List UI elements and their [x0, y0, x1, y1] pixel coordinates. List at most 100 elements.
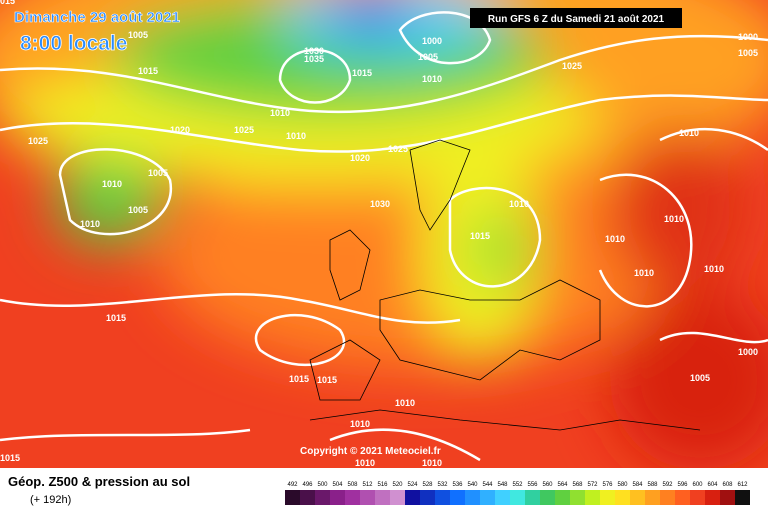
legend-label: 528: [422, 482, 433, 488]
legend-swatch: [630, 490, 645, 505]
legend-label: 584: [632, 482, 643, 488]
legend-label: 556: [527, 482, 538, 488]
legend-label: 560: [542, 482, 553, 488]
isobar-label: 1005: [128, 205, 148, 215]
isobar-label: 1015: [470, 231, 490, 241]
legend-swatch: [450, 490, 465, 505]
isobar-label: 1035: [304, 54, 324, 64]
isobar-label: 1000: [738, 32, 758, 42]
isobar-label: 1030: [304, 46, 324, 56]
isobar-label: 1010: [509, 199, 529, 209]
legend-label: 532: [437, 482, 448, 488]
isobar-label: 1000: [422, 36, 442, 46]
legend-swatch: [555, 490, 570, 505]
legend-label: 504: [332, 482, 343, 488]
legend-swatch: [705, 490, 720, 505]
legend-label: 552: [512, 482, 523, 488]
isobar-label: 1005: [148, 168, 168, 178]
isobar-label: 1020: [350, 153, 370, 163]
legend-label: 536: [452, 482, 463, 488]
isobar-label: 1025: [28, 136, 48, 146]
legend-swatch: [525, 490, 540, 505]
legend-label: 492: [287, 482, 298, 488]
isobar-label: 1010: [634, 268, 654, 278]
legend-label: 568: [572, 482, 583, 488]
copyright: Copyright © 2021 Meteociel.fr: [300, 446, 441, 457]
run-info: Run GFS 6 Z du Samedi 21 août 2021: [488, 14, 665, 25]
legend-label: 592: [662, 482, 673, 488]
legend-swatch: [600, 490, 615, 505]
legend-swatch: [360, 490, 375, 505]
isobar-label: 1010: [422, 458, 442, 468]
map-date: Dimanche 29 août 2021: [14, 9, 180, 26]
legend-swatch: [690, 490, 705, 505]
isobar-label: 1005: [128, 30, 148, 40]
legend-swatch: [615, 490, 630, 505]
legend-swatch: [300, 490, 315, 505]
legend-swatch: [660, 490, 675, 505]
legend-label: 548: [497, 482, 508, 488]
isobar-label: 1005: [690, 373, 710, 383]
isobar-label: 1010: [270, 108, 290, 118]
legend-swatch: [675, 490, 690, 505]
legend-swatch: [510, 490, 525, 505]
footer-title: Géop. Z500 & pression au sol: [8, 474, 190, 489]
legend-swatch: [420, 490, 435, 505]
legend-label: 520: [392, 482, 403, 488]
isobar-label: 1005: [738, 48, 758, 58]
legend-swatch: [345, 490, 360, 505]
legend-label: 508: [347, 482, 358, 488]
isobar-label: 1010: [395, 398, 415, 408]
legend-swatch: [315, 490, 330, 505]
legend-label: 596: [677, 482, 688, 488]
legend-label: 544: [482, 482, 493, 488]
legend-swatch: [435, 490, 450, 505]
map-time: 8:00 locale: [20, 32, 127, 55]
isobar-label: 1020: [170, 125, 190, 135]
field: [0, 0, 768, 468]
run-box: [470, 8, 682, 28]
isobar-label: 1025: [388, 144, 408, 154]
legend-swatch: [585, 490, 600, 505]
legend-label: 612: [737, 482, 748, 488]
legend-swatch: [495, 490, 510, 505]
isobar-label: 1025: [562, 61, 582, 71]
isobar-label: 1010: [350, 419, 370, 429]
isobar-label: 1010: [605, 234, 625, 244]
legend-label: 512: [362, 482, 373, 488]
isobar-label: 1010: [80, 219, 100, 229]
legend-label: 540: [467, 482, 478, 488]
isobar-label: 1010: [355, 458, 375, 468]
isobar-label: 1015: [0, 0, 15, 6]
legend-label: 496: [302, 482, 313, 488]
legend-swatch: [405, 490, 420, 505]
legend-swatch: [540, 490, 555, 505]
isobar-label: 1010: [102, 179, 122, 189]
legend-swatch: [465, 490, 480, 505]
legend-label: 500: [317, 482, 328, 488]
legend-label: 604: [707, 482, 718, 488]
legend-label: 516: [377, 482, 388, 488]
legend-label: 580: [617, 482, 628, 488]
legend-swatch: [570, 490, 585, 505]
legend-label: 524: [407, 482, 418, 488]
isobar-label: 1015: [106, 313, 126, 323]
isobar-label: 1015: [317, 375, 337, 385]
legend-swatch: [375, 490, 390, 505]
legend-swatch: [285, 490, 300, 505]
isobar-label: 1025: [234, 125, 254, 135]
legend-label: 588: [647, 482, 658, 488]
isobar-label: 1015: [289, 374, 309, 384]
legend-label: 572: [587, 482, 598, 488]
color-legend: 492 496 500 504 508 512 516 520 524 528 532 536 540 5…: [285, 482, 750, 505]
isobar-label: 1010: [704, 264, 724, 274]
footer-lead: (+ 192h): [30, 494, 71, 506]
isobar-label: 1015: [138, 66, 158, 76]
isobar-label: 1010: [679, 128, 699, 138]
legend-swatch: [390, 490, 405, 505]
isobar-label: 1005: [418, 52, 438, 62]
legend-label: 564: [557, 482, 568, 488]
isobar-label: 1010: [664, 214, 684, 224]
